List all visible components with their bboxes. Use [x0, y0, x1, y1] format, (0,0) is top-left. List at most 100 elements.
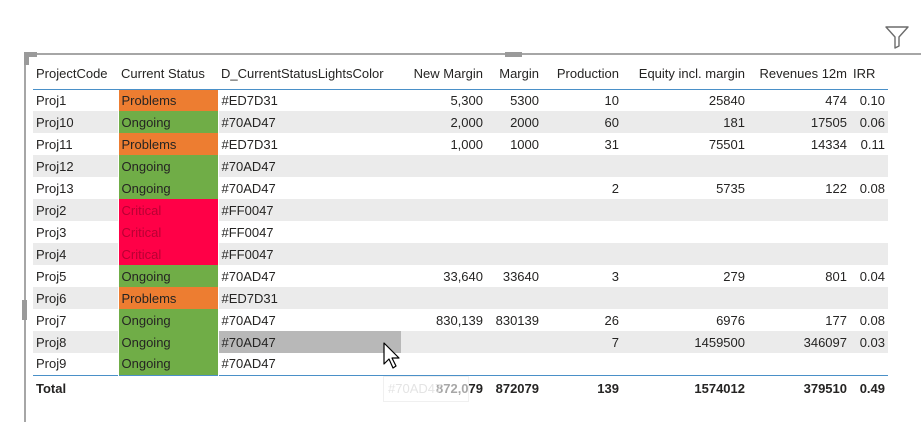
cell-new-margin[interactable]	[401, 177, 486, 199]
cell-margin[interactable]	[486, 221, 542, 243]
cell-new-margin[interactable]: 2,000	[401, 111, 486, 133]
cell-new-margin[interactable]: 33,640	[443, 268, 483, 284]
cell-equity[interactable]: 75501	[708, 136, 745, 152]
table-row[interactable]: Proj2 Critical #FF0047	[33, 199, 888, 221]
cell-current-status[interactable]: Ongoing	[117, 155, 219, 177]
cell-margin[interactable]	[486, 199, 542, 221]
cell-equity[interactable]: 6976	[716, 312, 745, 328]
cell-production[interactable]: 2	[611, 180, 619, 196]
cell-equity[interactable]	[622, 353, 748, 375]
table-row[interactable]: Proj12 Ongoing #70AD47	[33, 155, 888, 177]
cell-revenues[interactable]: 801	[825, 268, 847, 284]
cell-project-code[interactable]: Proj9	[36, 356, 67, 372]
cell-status-color[interactable]: #70AD47	[221, 312, 276, 328]
cell-project-code[interactable]: Proj6	[33, 287, 118, 309]
table-row[interactable]: Proj1 Problems #ED7D31 5,300 5300 10 25840 474 0…	[33, 88, 888, 111]
cell-irr[interactable]	[850, 155, 888, 177]
cell-production[interactable]: 60	[542, 111, 622, 133]
cell-margin[interactable]	[486, 331, 542, 353]
cell-irr[interactable]: 0.06	[850, 111, 888, 133]
cell-new-margin[interactable]	[401, 243, 486, 265]
cell-status-color[interactable]: #70AD47	[221, 180, 276, 196]
cell-status-color[interactable]: #70AD47	[218, 155, 401, 177]
cell-project-code[interactable]: Proj12	[33, 155, 118, 177]
cell-margin[interactable]	[486, 155, 542, 177]
cell-new-margin[interactable]	[401, 287, 486, 309]
cell-equity[interactable]	[622, 243, 748, 265]
cell-production[interactable]	[542, 353, 622, 375]
cell-status-color[interactable]: #FF0047	[218, 199, 401, 221]
cell-irr[interactable]	[850, 353, 888, 375]
cell-irr[interactable]	[850, 199, 888, 221]
left-resize-handle[interactable]	[22, 300, 27, 320]
cell-production[interactable]	[542, 221, 622, 243]
column-header-equity[interactable]: Equity incl. margin	[622, 59, 748, 90]
cell-status-color[interactable]: #70AD47	[218, 111, 401, 133]
cell-current-status[interactable]: Ongoing	[117, 331, 219, 353]
cell-current-status[interactable]: Ongoing	[117, 265, 219, 287]
cell-margin[interactable]: 33640	[502, 268, 539, 284]
cell-current-status[interactable]: Ongoing	[117, 309, 219, 331]
cell-project-code[interactable]: Proj13	[36, 180, 74, 196]
cell-equity[interactable]	[622, 221, 748, 243]
cell-current-status[interactable]: Critical	[117, 221, 219, 243]
cell-revenues[interactable]	[748, 353, 850, 375]
cell-equity[interactable]	[622, 287, 748, 309]
cell-irr[interactable]: 0.03	[850, 331, 888, 353]
column-header-irr[interactable]: IRR	[850, 59, 888, 90]
cell-project-code[interactable]: Proj10	[33, 111, 118, 133]
cell-new-margin[interactable]	[401, 199, 486, 221]
cell-revenues[interactable]	[748, 221, 850, 243]
cell-new-margin[interactable]	[401, 353, 486, 375]
cell-revenues[interactable]: 474	[748, 88, 850, 111]
cell-project-code[interactable]: Proj3	[36, 224, 67, 240]
cell-project-code[interactable]: Proj11	[36, 136, 73, 152]
cell-project-code[interactable]: Proj5	[36, 268, 67, 284]
cell-revenues[interactable]: 177	[825, 312, 847, 328]
cell-new-margin[interactable]	[401, 221, 486, 243]
cell-revenues[interactable]: 122	[825, 180, 847, 196]
cell-revenues[interactable]: 17505	[748, 111, 850, 133]
cell-irr[interactable]: 0.08	[859, 180, 885, 196]
corner-resize-handle-vertical[interactable]	[24, 52, 29, 65]
cell-margin[interactable]	[486, 243, 542, 265]
cell-project-code[interactable]: Proj1	[33, 88, 118, 111]
table-row[interactable]: Proj7 Ongoing #70AD47 830,139 830139 26 6976 17…	[33, 309, 888, 331]
cell-new-margin[interactable]: 830,139	[436, 312, 483, 328]
table-row[interactable]: Proj9 Ongoing #70AD47	[33, 353, 888, 375]
cell-production[interactable]: 26	[604, 312, 619, 328]
cell-status-color[interactable]: #ED7D31	[218, 88, 401, 111]
cell-equity[interactable]: 1459500	[622, 331, 748, 353]
cell-current-status[interactable]: Critical	[117, 199, 219, 221]
cell-status-color[interactable]: #FF0047	[218, 243, 401, 265]
cell-current-status[interactable]: Ongoing	[117, 111, 219, 133]
cell-irr[interactable]	[850, 287, 888, 309]
cell-current-status[interactable]: Ongoing	[117, 353, 219, 375]
cell-current-status[interactable]: Problems	[117, 287, 219, 309]
filter-icon[interactable]	[884, 25, 910, 49]
cell-margin[interactable]: 1000	[510, 136, 539, 152]
cell-new-margin[interactable]: 5,300	[401, 88, 486, 111]
cell-project-code[interactable]: Proj4	[33, 243, 118, 265]
cell-new-margin[interactable]	[401, 331, 486, 353]
cell-project-code[interactable]: Proj7	[36, 312, 67, 328]
cell-margin[interactable]	[486, 287, 542, 309]
table-row[interactable]: Proj8 Ongoing #70AD47 7 1459500 346097 0.03	[33, 331, 888, 353]
corner-resize-handle[interactable]	[24, 52, 37, 57]
cell-margin[interactable]: 830139	[495, 312, 539, 328]
column-header-status-color[interactable]: D_CurrentStatusLightsColor	[218, 59, 401, 90]
cell-status-color[interactable]: #70AD47	[221, 356, 276, 372]
table-row[interactable]: Proj5 Ongoing #70AD47 33,640 33640 3 279 801 0.0…	[33, 265, 888, 287]
cell-revenues[interactable]	[748, 199, 850, 221]
cell-revenues[interactable]: 14334	[810, 136, 847, 152]
cell-revenues[interactable]	[748, 287, 850, 309]
cell-production[interactable]: 3	[611, 268, 619, 284]
cell-production[interactable]	[542, 243, 622, 265]
cell-margin[interactable]	[486, 177, 542, 199]
cell-equity[interactable]	[622, 155, 748, 177]
cell-irr[interactable]: 0.11	[860, 136, 885, 152]
table-row[interactable]: Proj6 Problems #ED7D31	[33, 287, 888, 309]
cell-irr[interactable]: 0.10	[850, 88, 888, 111]
table-row[interactable]: Proj3 Critical #FF0047	[33, 221, 888, 243]
cell-irr[interactable]: 0.08	[859, 312, 885, 328]
